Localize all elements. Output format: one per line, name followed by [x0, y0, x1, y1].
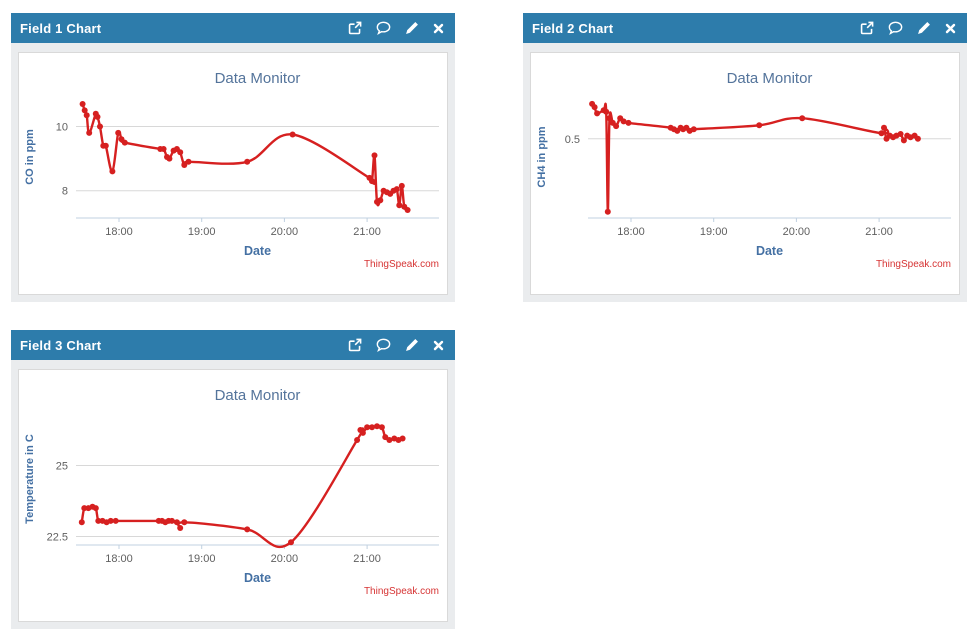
svg-text:18:00: 18:00: [105, 226, 133, 238]
svg-text:25: 25: [56, 461, 68, 473]
svg-text:21:00: 21:00: [353, 553, 381, 565]
svg-text:10: 10: [56, 122, 68, 134]
panel-body: Data Monitor 8 10 18:00 19:00 20:00 21:00 CO in…: [11, 43, 455, 302]
external-link-icon[interactable]: [348, 338, 362, 352]
edit-icon[interactable]: [917, 21, 931, 35]
svg-text:21:00: 21:00: [353, 226, 381, 238]
header-icons: [348, 338, 444, 352]
header-icons: [860, 21, 956, 35]
svg-text:20:00: 20:00: [783, 226, 811, 238]
svg-text:19:00: 19:00: [188, 226, 216, 238]
svg-text:21:00: 21:00: [865, 226, 893, 238]
field1-chart-panel: Field 1 Chart Data Monitor 8 10 18:00 19:00 2…: [11, 13, 455, 302]
svg-text:ThingSpeak.com: ThingSpeak.com: [364, 259, 439, 270]
comment-icon[interactable]: [376, 338, 391, 352]
svg-text:Temperature in C: Temperature in C: [24, 434, 36, 524]
panel-body: Data Monitor 22.5 25 18:00 19:00 20:00 21:00 Te…: [11, 360, 455, 629]
panel-header: Field 1 Chart: [11, 13, 455, 43]
comment-icon[interactable]: [376, 21, 391, 35]
panel-body: Data Monitor 0.5 18:00 19:00 20:00 21:00 CH4 i…: [523, 43, 967, 302]
comment-icon[interactable]: [888, 21, 903, 35]
header-icons: [348, 21, 444, 35]
edit-icon[interactable]: [405, 21, 419, 35]
svg-text:Data Monitor: Data Monitor: [215, 387, 301, 404]
svg-text:Date: Date: [244, 244, 271, 258]
svg-text:ThingSpeak.com: ThingSpeak.com: [876, 259, 951, 270]
svg-text:Data Monitor: Data Monitor: [215, 70, 301, 87]
svg-text:20:00: 20:00: [271, 226, 299, 238]
external-link-icon[interactable]: [348, 21, 362, 35]
svg-text:8: 8: [62, 186, 68, 198]
svg-text:18:00: 18:00: [105, 553, 133, 565]
svg-text:22.5: 22.5: [47, 531, 68, 543]
svg-text:20:00: 20:00: [271, 553, 299, 565]
svg-text:CO in ppm: CO in ppm: [24, 129, 36, 185]
field2-chart-panel: Field 2 Chart Data Monitor 0.5 18:00 19:00 2…: [523, 13, 967, 302]
chart-box: Data Monitor 0.5 18:00 19:00 20:00 21:00 CH4 i…: [530, 52, 960, 295]
panel-title: Field 3 Chart: [20, 337, 102, 353]
svg-text:CH4 in ppm: CH4 in ppm: [536, 126, 548, 187]
svg-text:ThingSpeak.com: ThingSpeak.com: [364, 586, 439, 597]
chart-box: Data Monitor 22.5 25 18:00 19:00 20:00 21:00 Te…: [18, 369, 448, 622]
chart-box: Data Monitor 8 10 18:00 19:00 20:00 21:00 CO in…: [18, 52, 448, 295]
close-icon[interactable]: [945, 23, 956, 34]
panel-title: Field 2 Chart: [532, 20, 614, 36]
close-icon[interactable]: [433, 23, 444, 34]
field3-chart-panel: Field 3 Chart Data Monitor 22.5 25 18:00 19:…: [11, 330, 455, 629]
close-icon[interactable]: [433, 340, 444, 351]
edit-icon[interactable]: [405, 338, 419, 352]
svg-text:Data Monitor: Data Monitor: [727, 70, 813, 87]
panel-title: Field 1 Chart: [20, 20, 102, 36]
data-monitor-chart-co[interactable]: Data Monitor 8 10 18:00 19:00 20:00 21:00 CO in…: [19, 53, 447, 294]
data-monitor-chart-ch4[interactable]: Data Monitor 0.5 18:00 19:00 20:00 21:00 CH4 i…: [531, 53, 959, 294]
panel-header: Field 3 Chart: [11, 330, 455, 360]
svg-text:19:00: 19:00: [700, 226, 728, 238]
svg-text:0.5: 0.5: [565, 134, 580, 146]
svg-text:Date: Date: [244, 571, 271, 585]
svg-text:Date: Date: [756, 244, 783, 258]
data-monitor-chart-temperature[interactable]: Data Monitor 22.5 25 18:00 19:00 20:00 21:00 Te…: [19, 370, 447, 621]
svg-text:18:00: 18:00: [617, 226, 645, 238]
svg-text:19:00: 19:00: [188, 553, 216, 565]
panel-header: Field 2 Chart: [523, 13, 967, 43]
external-link-icon[interactable]: [860, 21, 874, 35]
